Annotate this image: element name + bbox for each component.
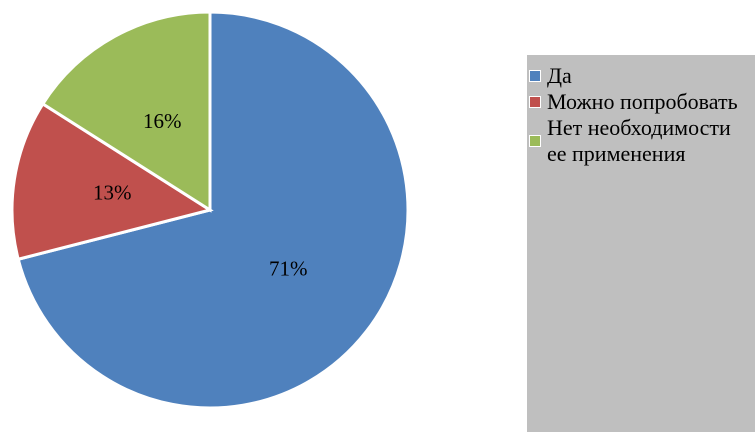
pie-slice (16, 10, 410, 410)
pie-slice (10, 101, 214, 262)
data-label: 16% (143, 109, 182, 133)
pie-slice (40, 10, 212, 213)
data-label: 13% (93, 180, 132, 204)
legend-swatch (529, 135, 541, 147)
chart: 71% 13% 16% (10, 10, 410, 410)
legend-item: Да (527, 63, 755, 89)
data-label: 71% (269, 256, 308, 280)
legend-item: Нет необходимости ее применения (527, 115, 755, 167)
legend-label: Нет необходимости ее применения (547, 115, 731, 166)
legend-item: Можно попробовать (527, 89, 755, 115)
legend-label: Можно попробовать (547, 89, 738, 114)
legend-swatch (529, 70, 541, 82)
legend: Да Можно попробовать Нет необходимости ее … (527, 55, 755, 432)
legend-swatch (529, 96, 541, 108)
legend-label: Да (547, 63, 572, 88)
